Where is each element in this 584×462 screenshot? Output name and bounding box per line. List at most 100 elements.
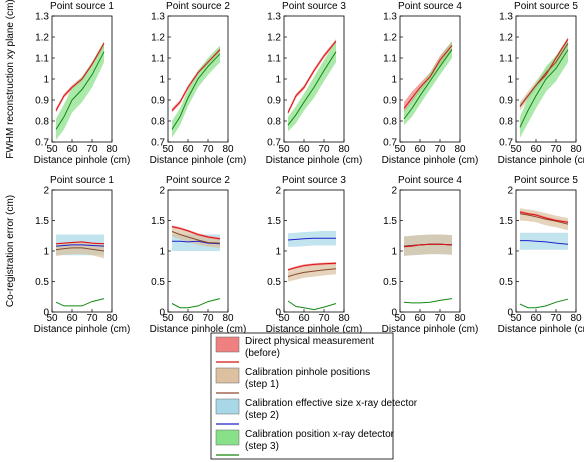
axes-frame: [515, 189, 577, 313]
line-calib1: [55, 247, 105, 252]
y-tick-label: 1: [507, 75, 513, 86]
y-tick-label: 0.9: [151, 96, 165, 107]
y-tick-label: 2: [159, 186, 165, 197]
y-tick-label: 1.5: [383, 216, 397, 227]
panel-title: Point source 2: [166, 1, 230, 12]
x-tick-label: 70: [86, 313, 98, 324]
panel-title: Point source 4: [398, 1, 462, 12]
y-tick-label: 0.5: [151, 277, 165, 288]
y-tick-label: 1.1: [499, 54, 513, 65]
legend-entry-calib1: Calibration pinhole positions(step 1): [215, 367, 370, 394]
legend-label: Direct physical measurement: [245, 336, 374, 347]
y-tick-label: 0.8: [35, 117, 49, 128]
x-tick-label: 70: [434, 313, 446, 324]
y-tick-label: 1: [43, 247, 49, 258]
line-calib2: [172, 240, 221, 245]
legend-swatch-direct: [215, 336, 240, 353]
y-axis-label: FWHM reconstruction xy plane (cm): [5, 0, 16, 159]
band-calib3: [288, 41, 336, 132]
x-tick-label: 60: [530, 313, 542, 324]
band-calib3: [520, 39, 568, 138]
line-calib3: [403, 298, 453, 304]
y-tick-label: 0.9: [35, 96, 49, 107]
y-tick-label: 1.2: [383, 33, 397, 44]
x-tick-label: 50: [46, 313, 58, 324]
x-tick-label: 50: [162, 313, 174, 324]
y-tick-label: 0.7: [267, 138, 281, 149]
panel-title: Point source 3: [282, 175, 346, 186]
y-tick-label: 0.9: [267, 96, 281, 107]
x-tick-label: 70: [550, 144, 562, 155]
x-tick-label: 80: [454, 144, 466, 155]
y-tick-label: 1: [43, 75, 49, 86]
y-tick-label: 0: [507, 308, 513, 319]
legend-swatch-calib3: [215, 429, 240, 446]
x-tick-label: 70: [86, 144, 98, 155]
panel-title: Point source 1: [50, 1, 114, 12]
y-tick-label: 0.7: [35, 138, 49, 149]
x-tick-label: 50: [510, 144, 522, 155]
y-tick-label: 1.3: [383, 12, 397, 23]
x-tick-label: 80: [338, 313, 350, 324]
y-tick-label: 1.5: [151, 216, 165, 227]
band-calib1: [404, 234, 452, 256]
legend-label: Calibration pinhole positions: [245, 367, 370, 378]
line-direct: [403, 45, 453, 109]
x-tick-label: 50: [162, 144, 174, 155]
y-tick-label: 1.3: [499, 12, 513, 23]
line-calib2: [287, 237, 336, 241]
legend-entry-calib2: Calibration effective size x-ray detecto…: [215, 398, 418, 425]
legend-label: (before): [245, 348, 280, 359]
line-calib2: [520, 240, 569, 245]
x-tick-label: 80: [570, 313, 582, 324]
band-calib3: [56, 41, 104, 140]
x-tick-label: 50: [394, 313, 406, 324]
y-tick-label: 1.5: [267, 216, 281, 227]
y-tick-label: 1.2: [267, 33, 281, 44]
panel-title: Point source 2: [166, 175, 230, 186]
x-tick-label: 80: [222, 144, 234, 155]
x-tick-label: 80: [222, 313, 234, 324]
y-tick-label: 1: [391, 247, 397, 258]
y-tick-label: 1: [159, 75, 165, 86]
y-tick-label: 0.9: [499, 96, 513, 107]
legend: Direct physical measurement(before) Calib…: [210, 332, 418, 460]
legend-label: Calibration effective size x-ray detecto…: [245, 398, 418, 409]
band-calib3: [172, 45, 220, 138]
x-axis-label: Distance pinhole (cm): [34, 324, 131, 335]
x-tick-label: 70: [202, 144, 214, 155]
y-tick-label: 1: [507, 247, 513, 258]
x-tick-label: 50: [394, 144, 406, 155]
y-tick-label: 1: [275, 247, 281, 258]
x-tick-label: 80: [338, 144, 350, 155]
y-tick-label: 0.7: [499, 138, 513, 149]
x-tick-label: 50: [46, 144, 58, 155]
y-tick-label: 0.8: [383, 117, 397, 128]
y-tick-label: 1.5: [499, 216, 513, 227]
y-tick-label: 0: [43, 308, 49, 319]
x-axis-label: Distance pinhole (cm): [266, 155, 363, 166]
x-tick-label: 50: [278, 144, 290, 155]
band-calib1: [288, 262, 336, 282]
x-tick-label: 70: [318, 144, 330, 155]
line-calib1: [287, 268, 337, 278]
y-tick-label: 0.8: [267, 117, 281, 128]
y-tick-label: 1.2: [151, 33, 165, 44]
x-tick-label: 70: [550, 313, 562, 324]
line-calib3: [287, 300, 337, 311]
x-tick-label: 70: [434, 144, 446, 155]
line-calib3: [519, 298, 569, 309]
y-tick-label: 1.2: [35, 33, 49, 44]
y-tick-label: 1.5: [35, 216, 49, 227]
y-tick-label: 0.8: [151, 117, 165, 128]
y-tick-label: 0.5: [267, 277, 281, 288]
y-tick-label: 1: [391, 75, 397, 86]
x-tick-label: 80: [570, 144, 582, 155]
y-tick-label: 1.1: [35, 54, 49, 65]
